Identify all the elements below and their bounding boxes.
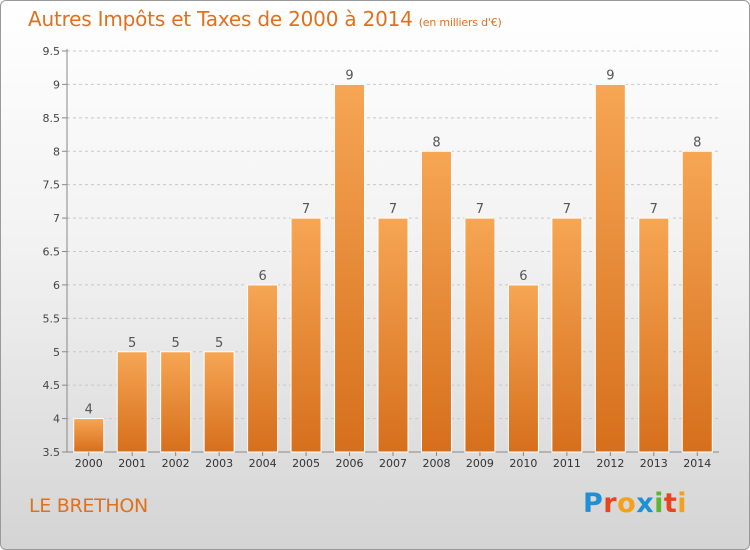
y-tick-label: 7.5 bbox=[43, 179, 61, 192]
y-tick-label: 7 bbox=[53, 212, 60, 225]
x-tick-label-2011: 2011 bbox=[553, 457, 581, 470]
bar-2001 bbox=[116, 351, 148, 453]
data-label-2000: 4 bbox=[85, 403, 93, 418]
data-label-2010: 6 bbox=[519, 269, 527, 284]
y-tick-label: 4.5 bbox=[43, 379, 61, 392]
y-tick-label: 8.5 bbox=[43, 112, 61, 125]
y-tick-label: 3.5 bbox=[43, 446, 61, 459]
data-label-2008: 8 bbox=[432, 135, 440, 150]
x-tick-label-2005: 2005 bbox=[292, 457, 320, 470]
data-label-2002: 5 bbox=[172, 336, 180, 351]
bar-2006 bbox=[334, 83, 366, 453]
y-tick-label: 9.5 bbox=[43, 45, 61, 58]
bar-2003 bbox=[203, 351, 235, 453]
bar-2004 bbox=[247, 284, 279, 453]
data-label-2012: 9 bbox=[606, 68, 614, 83]
data-label-2005: 7 bbox=[302, 202, 310, 217]
y-tick-label: 6.5 bbox=[43, 246, 61, 259]
bar-2011 bbox=[551, 217, 583, 453]
bar-2005 bbox=[290, 217, 322, 453]
bar-2007 bbox=[377, 217, 409, 453]
x-tick-label-2013: 2013 bbox=[640, 457, 668, 470]
y-tick-label: 8 bbox=[53, 145, 60, 158]
bar-2014 bbox=[681, 150, 713, 453]
bar-2008 bbox=[420, 150, 452, 453]
x-tick-label-2000: 2000 bbox=[75, 457, 103, 470]
x-tick-label-2008: 2008 bbox=[422, 457, 450, 470]
y-tick-label: 6 bbox=[53, 279, 60, 292]
y-tick-label: 5 bbox=[53, 346, 60, 359]
proxiti-logo: Proxiti bbox=[583, 488, 688, 519]
data-label-2009: 7 bbox=[476, 202, 484, 217]
title-text: Autres Impôts et Taxes de 2000 à 2014 bbox=[28, 7, 413, 31]
chart-subtitle: (en milliers d'€) bbox=[418, 16, 502, 29]
x-tick-label-2004: 2004 bbox=[249, 457, 277, 470]
y-tick-label: 5.5 bbox=[43, 312, 61, 325]
x-tick-label-2009: 2009 bbox=[466, 457, 494, 470]
bar-2013 bbox=[638, 217, 670, 453]
x-tick-label-2006: 2006 bbox=[336, 457, 364, 470]
data-label-2011: 7 bbox=[563, 202, 571, 217]
data-label-2006: 9 bbox=[345, 68, 353, 83]
x-tick-label-2012: 2012 bbox=[596, 457, 624, 470]
bar-2012 bbox=[594, 83, 626, 453]
bar-2000 bbox=[73, 418, 105, 453]
x-tick-label-2007: 2007 bbox=[379, 457, 407, 470]
data-label-2013: 7 bbox=[650, 202, 658, 217]
chart-title: Autres Impôts et Taxes de 2000 à 2014 (en… bbox=[28, 7, 502, 31]
data-label-2014: 8 bbox=[693, 135, 701, 150]
bar-2010 bbox=[507, 284, 539, 453]
data-label-2007: 7 bbox=[389, 202, 397, 217]
y-tick-label: 9 bbox=[53, 78, 60, 91]
x-tick-label-2002: 2002 bbox=[162, 457, 190, 470]
x-tick-label-2003: 2003 bbox=[205, 457, 233, 470]
data-label-2001: 5 bbox=[128, 336, 136, 351]
data-label-2004: 6 bbox=[258, 269, 266, 284]
data-label-2003: 5 bbox=[215, 336, 223, 351]
x-tick-label-2010: 2010 bbox=[509, 457, 537, 470]
y-tick-label: 4 bbox=[53, 413, 60, 426]
bar-2002 bbox=[160, 351, 192, 453]
city-label: LE BRETHON bbox=[29, 495, 148, 517]
x-tick-label-2014: 2014 bbox=[683, 457, 711, 470]
bar-2009 bbox=[464, 217, 496, 453]
x-tick-label-2001: 2001 bbox=[118, 457, 146, 470]
